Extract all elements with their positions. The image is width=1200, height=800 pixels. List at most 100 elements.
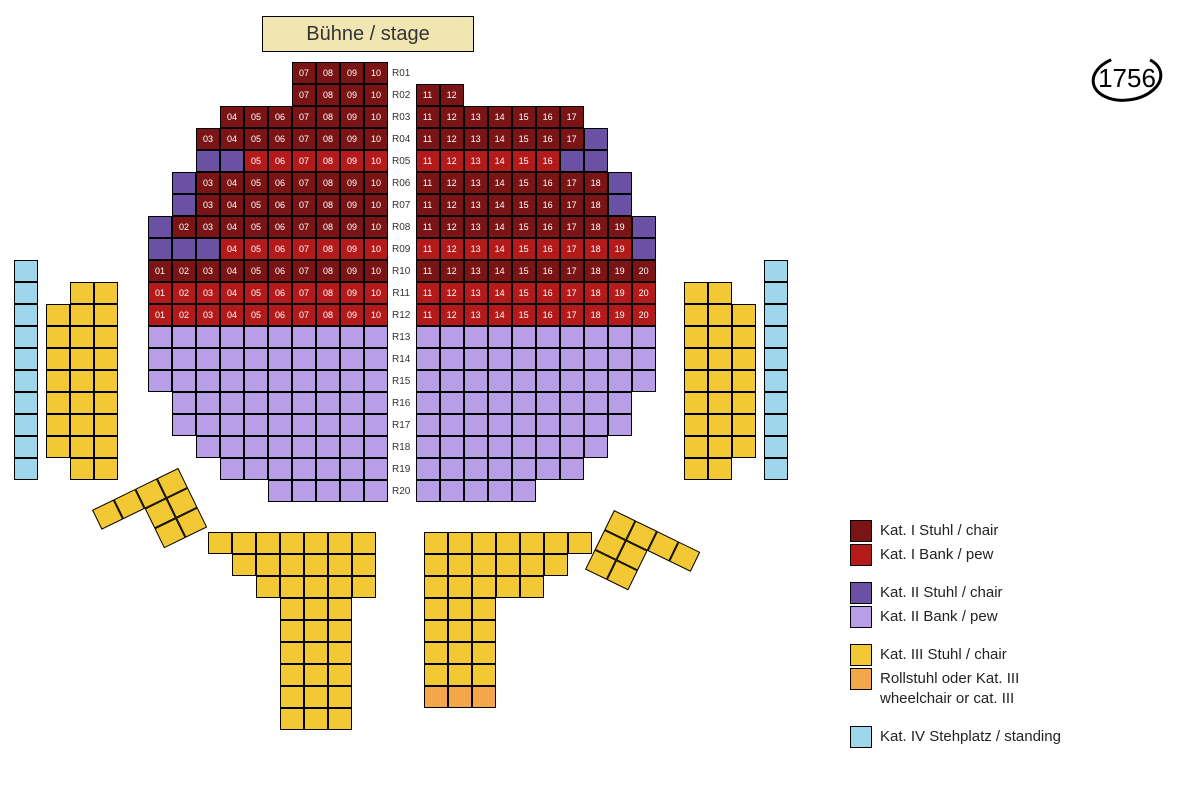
seat-k3[interactable] (448, 642, 472, 664)
seat-k1[interactable]: 12 (440, 216, 464, 238)
seat-k1[interactable]: 10 (364, 150, 388, 172)
seat-k3[interactable] (352, 554, 376, 576)
seat-k2[interactable] (584, 150, 608, 172)
seat-k2[interactable] (560, 150, 584, 172)
seat-k4[interactable] (14, 458, 38, 480)
seat-k1[interactable]: 15 (512, 150, 536, 172)
seat-k2b[interactable] (364, 480, 388, 502)
seat-k2b[interactable] (316, 436, 340, 458)
seat-k2b[interactable] (512, 458, 536, 480)
seat-k1[interactable]: 09 (340, 304, 364, 326)
seat-k2b[interactable] (536, 348, 560, 370)
seat-k2b[interactable] (584, 436, 608, 458)
seat-k2b[interactable] (464, 436, 488, 458)
seat-k1[interactable]: 08 (316, 84, 340, 106)
seat-k2b[interactable] (292, 480, 316, 502)
seat-k1[interactable]: 03 (196, 194, 220, 216)
seat-k3[interactable] (708, 392, 732, 414)
seat-k4[interactable] (764, 392, 788, 414)
seat-k1[interactable]: 06 (268, 106, 292, 128)
seat-k3[interactable] (94, 436, 118, 458)
seat-k3[interactable] (328, 620, 352, 642)
seat-k1[interactable]: 17 (560, 260, 584, 282)
seat-k3[interactable] (684, 392, 708, 414)
seat-k1[interactable]: 17 (560, 172, 584, 194)
seat-k2b[interactable] (440, 458, 464, 480)
seat-k1[interactable]: 16 (536, 106, 560, 128)
seat-k3[interactable] (424, 664, 448, 686)
seat-k2b[interactable] (536, 370, 560, 392)
seat-k1[interactable]: 11 (416, 84, 440, 106)
seat-k1[interactable]: 06 (268, 172, 292, 194)
seat-k2b[interactable] (340, 414, 364, 436)
seat-k2[interactable] (196, 238, 220, 260)
seat-k3[interactable] (496, 576, 520, 598)
seat-k1[interactable]: 14 (488, 260, 512, 282)
seat-k2b[interactable] (244, 436, 268, 458)
seat-k2b[interactable] (292, 370, 316, 392)
seat-k1[interactable]: 05 (244, 304, 268, 326)
seat-k3[interactable] (94, 458, 118, 480)
seat-k4[interactable] (14, 304, 38, 326)
seat-k2b[interactable] (584, 348, 608, 370)
seat-k3[interactable] (708, 304, 732, 326)
seat-k3[interactable] (328, 554, 352, 576)
seat-k1[interactable]: 07 (292, 216, 316, 238)
seat-k1[interactable]: 07 (292, 128, 316, 150)
seat-k1[interactable]: 15 (512, 304, 536, 326)
seat-k2b[interactable] (584, 326, 608, 348)
seat-k2[interactable] (196, 150, 220, 172)
seat-k2b[interactable] (148, 348, 172, 370)
seat-k1[interactable]: 06 (268, 238, 292, 260)
seat-k1[interactable]: 04 (220, 216, 244, 238)
seat-wheelchair[interactable] (472, 686, 496, 708)
seat-k1[interactable]: 09 (340, 282, 364, 304)
seat-k3[interactable] (46, 392, 70, 414)
seat-k4[interactable] (764, 414, 788, 436)
seat-k2b[interactable] (632, 348, 656, 370)
seat-k2b[interactable] (464, 458, 488, 480)
seat-k1[interactable]: 15 (512, 172, 536, 194)
seat-k1[interactable]: 07 (292, 304, 316, 326)
seat-k1[interactable]: 02 (172, 304, 196, 326)
seat-k1[interactable]: 01 (148, 304, 172, 326)
seat-k3[interactable] (70, 392, 94, 414)
seat-k3[interactable] (568, 532, 592, 554)
seat-k3[interactable] (70, 326, 94, 348)
seat-k2[interactable] (608, 172, 632, 194)
seat-k3[interactable] (70, 282, 94, 304)
seat-k1[interactable]: 16 (536, 150, 560, 172)
seat-k2b[interactable] (220, 414, 244, 436)
seat-k1[interactable]: 10 (364, 128, 388, 150)
seat-k1[interactable]: 02 (172, 260, 196, 282)
seat-k2b[interactable] (416, 458, 440, 480)
seat-k1[interactable]: 06 (268, 282, 292, 304)
seat-k1[interactable]: 01 (148, 282, 172, 304)
seat-k1[interactable]: 15 (512, 106, 536, 128)
seat-k2b[interactable] (244, 414, 268, 436)
seat-k2[interactable] (148, 216, 172, 238)
seat-k1[interactable]: 18 (584, 304, 608, 326)
seat-k2b[interactable] (316, 326, 340, 348)
seat-k1[interactable]: 07 (292, 106, 316, 128)
seat-k1[interactable]: 12 (440, 106, 464, 128)
seat-k1[interactable]: 05 (244, 194, 268, 216)
seat-k3[interactable] (496, 532, 520, 554)
seat-k4[interactable] (14, 370, 38, 392)
seat-k3[interactable] (94, 392, 118, 414)
seat-k1[interactable]: 11 (416, 304, 440, 326)
seat-k1[interactable]: 12 (440, 150, 464, 172)
seat-k1[interactable]: 16 (536, 172, 560, 194)
seat-k3[interactable] (684, 436, 708, 458)
seat-k1[interactable]: 09 (340, 194, 364, 216)
seat-k2b[interactable] (316, 392, 340, 414)
seat-k2b[interactable] (196, 326, 220, 348)
seat-k2b[interactable] (292, 458, 316, 480)
seat-k3[interactable] (732, 304, 756, 326)
seat-k4[interactable] (14, 392, 38, 414)
seat-k3[interactable] (304, 686, 328, 708)
seat-k3[interactable] (280, 554, 304, 576)
seat-k2b[interactable] (364, 392, 388, 414)
seat-k1[interactable]: 15 (512, 128, 536, 150)
seat-k3[interactable] (94, 304, 118, 326)
